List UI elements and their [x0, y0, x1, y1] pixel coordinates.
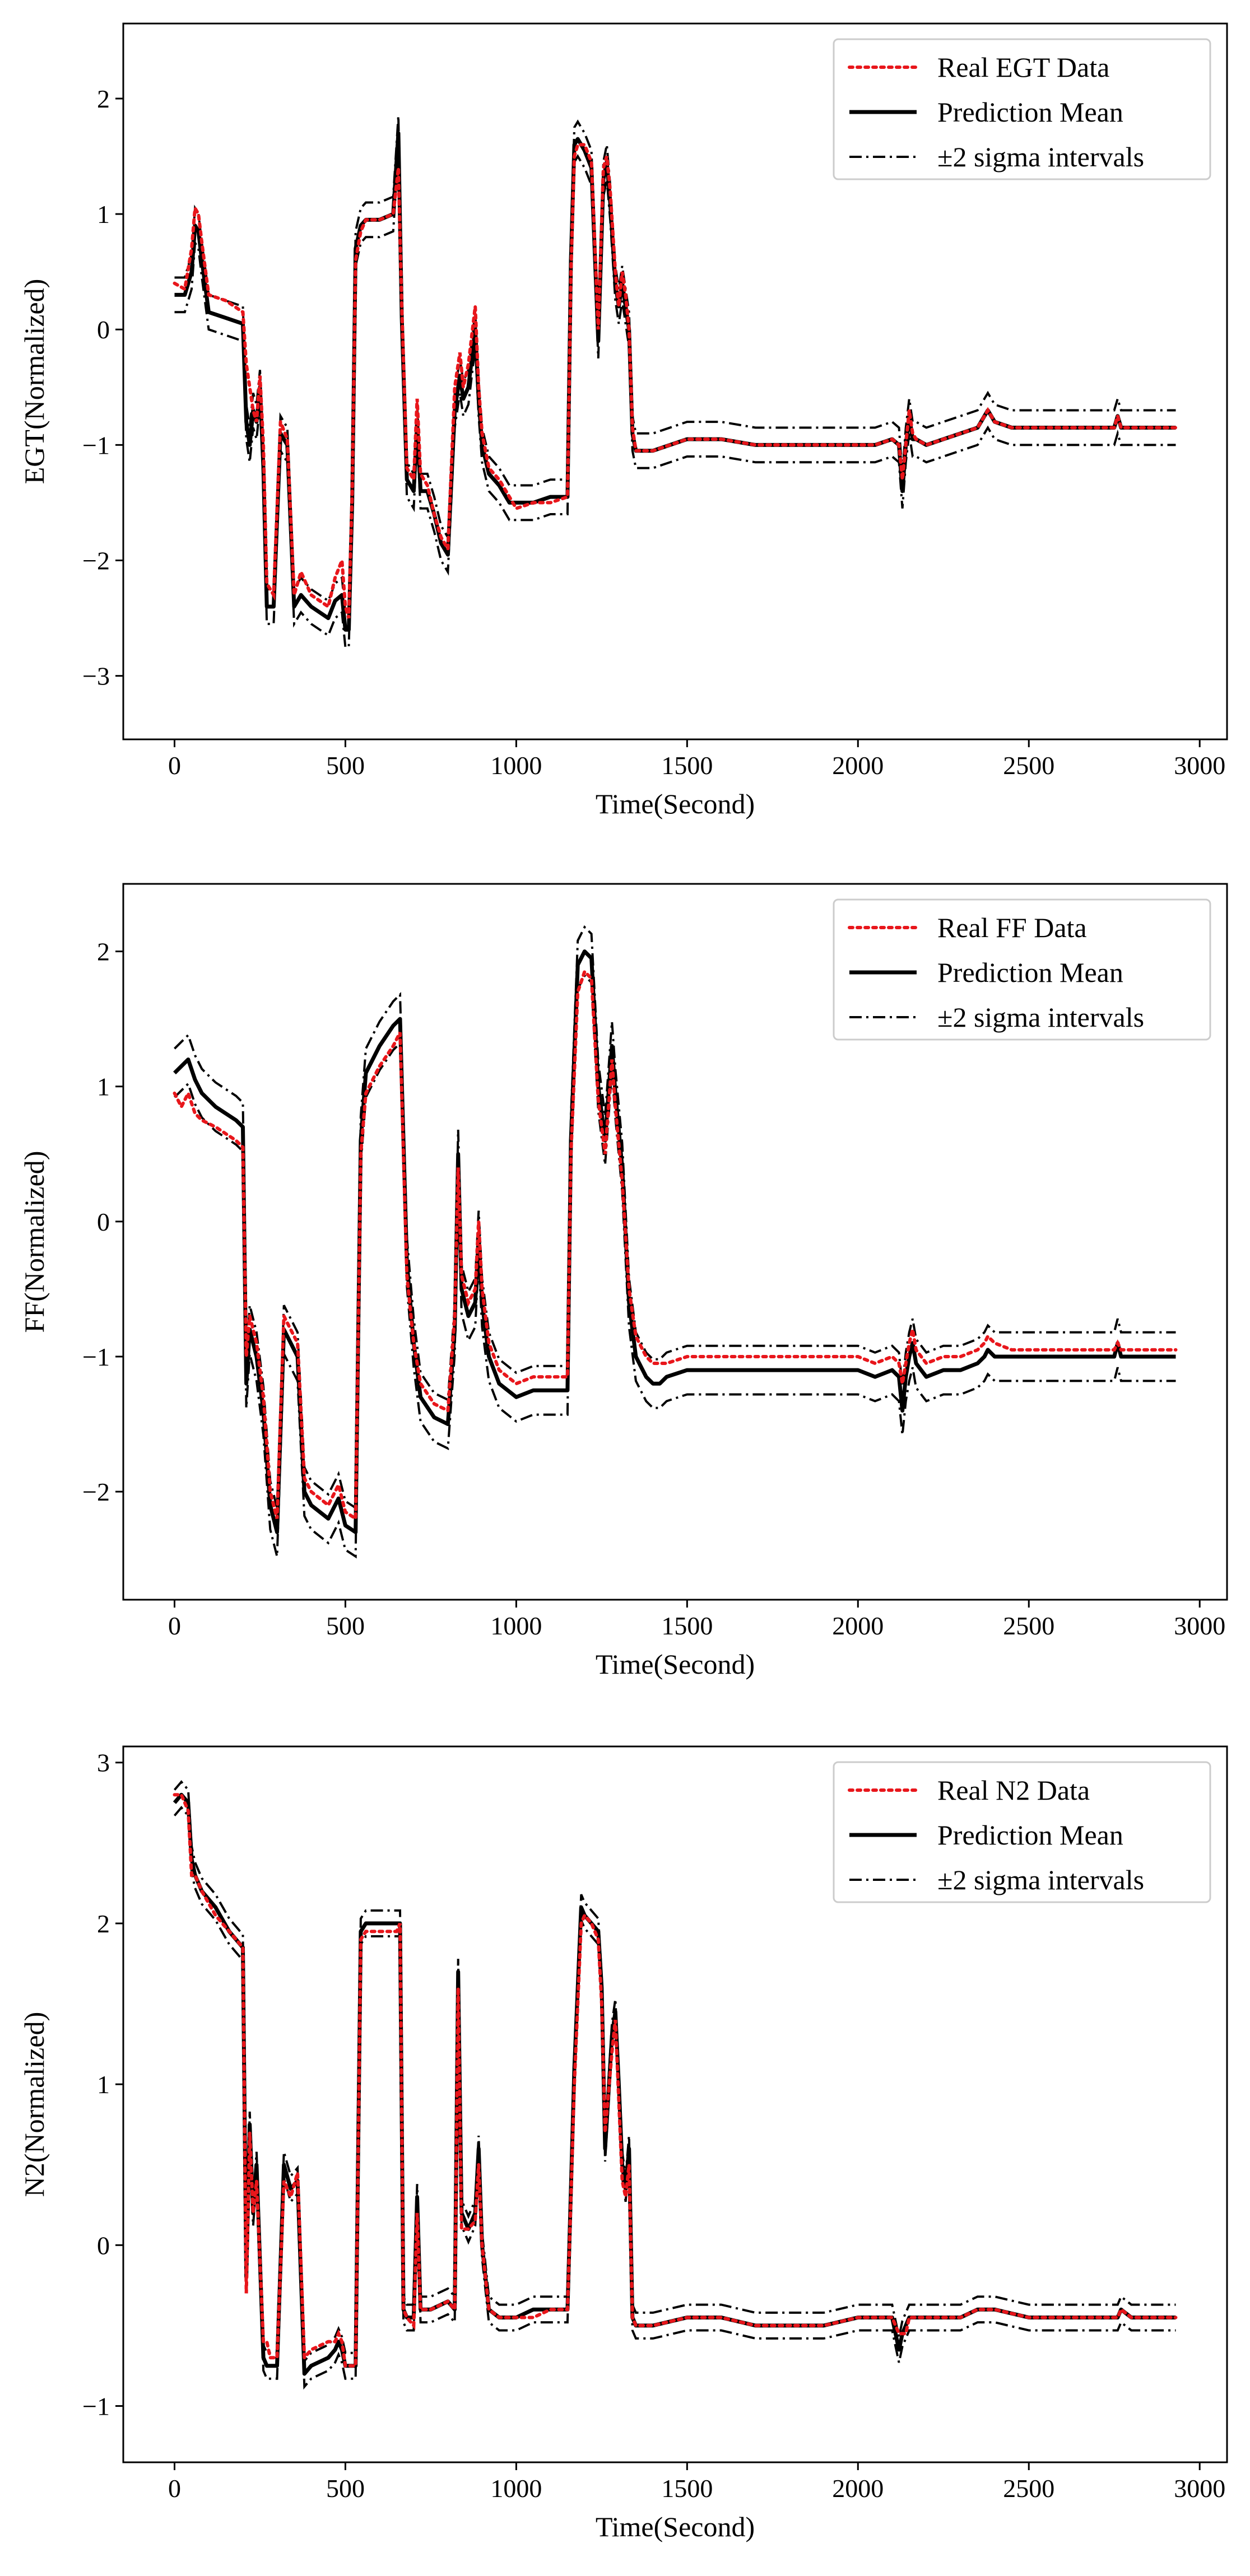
x-tick-label: 500 — [326, 1611, 365, 1640]
legend-label-sigma: ±2 sigma intervals — [937, 1864, 1144, 1895]
x-tick-label: 1000 — [490, 751, 542, 780]
x-tick-label: 0 — [168, 1611, 181, 1640]
x-tick-label: 500 — [326, 751, 365, 780]
legend-box — [833, 898, 1211, 1041]
x-tick-label: 2500 — [1003, 2474, 1054, 2503]
legend-label-mean: Prediction Mean — [937, 96, 1123, 128]
axes-frame — [122, 22, 1228, 740]
plot-area — [173, 925, 1178, 1559]
legend: Real EGT Data Prediction Mean ±2 sigma int… — [833, 38, 1211, 180]
axes-frame — [122, 883, 1228, 1601]
y-axis-label: EGT(Normalized) — [18, 279, 50, 485]
x-tick-label: 2000 — [832, 1611, 884, 1640]
y-tick-label: −2 — [82, 1478, 110, 1506]
prediction-mean-line — [174, 131, 1176, 632]
y-tick-label: −2 — [82, 547, 110, 575]
legend: Real N2 Data Prediction Mean ±2 sigma inte… — [833, 1761, 1211, 1903]
legend-label-real: Real FF Data — [937, 912, 1087, 943]
x-tick-label: 2000 — [832, 751, 884, 780]
y-tick-label: 1 — [97, 1073, 110, 1101]
x-tick-label: 3000 — [1174, 1611, 1225, 1640]
real-data-line — [173, 968, 1178, 1522]
plot-area — [173, 115, 1178, 649]
chart-ff: 0 500 1000 1500 2000 2500 3000 −2 −1 0 1 2 Time(Seco… — [18, 883, 1228, 1680]
legend-label-real: Real EGT Data — [937, 52, 1109, 83]
legend: Real FF Data Prediction Mean ±2 sigma inte… — [833, 898, 1211, 1041]
x-tick-label: 0 — [168, 2474, 181, 2503]
x-axis-label: Time(Second) — [596, 788, 755, 819]
x-tick-label: 1000 — [490, 2474, 542, 2503]
y-tick-label: 2 — [97, 938, 110, 966]
legend-label-real: Real N2 Data — [937, 1774, 1090, 1806]
y-tick-label: 0 — [97, 2231, 110, 2260]
x-tick-label: 500 — [326, 2474, 365, 2503]
y-tick-label: −1 — [82, 1343, 110, 1371]
legend-label-mean: Prediction Mean — [937, 957, 1123, 988]
real-data-line — [173, 1793, 1178, 2368]
x-tick-label: 3000 — [1174, 751, 1225, 780]
x-tick-label: 1500 — [661, 1611, 713, 1640]
lower-sigma-line — [174, 973, 1176, 1559]
x-axis-label: Time(Second) — [596, 2511, 755, 2542]
legend-label-sigma: ±2 sigma intervals — [937, 141, 1144, 173]
y-tick-label: 0 — [97, 1208, 110, 1236]
y-axis-label: FF(Normalized) — [18, 1151, 50, 1333]
legend-box — [833, 1761, 1211, 1903]
plot-area — [173, 1780, 1178, 2390]
y-axis-label: N2(Normalized) — [18, 2012, 50, 2197]
axes-frame — [122, 1745, 1228, 2463]
legend-box — [833, 38, 1211, 180]
real-data-line — [173, 143, 1178, 619]
x-axis-label: Time(Second) — [596, 1648, 755, 1680]
chart-egt: 0 500 1000 1500 2000 2500 3000 −3 −2 −1 0 1 2 Time(Se… — [18, 22, 1228, 819]
y-tick-label: −1 — [82, 2392, 110, 2420]
y-tick-label: 1 — [97, 2070, 110, 2099]
lower-sigma-line — [174, 150, 1176, 649]
upper-sigma-line — [174, 115, 1176, 614]
x-tick-label: 2500 — [1003, 1611, 1054, 1640]
x-tick-label: 3000 — [1174, 2474, 1225, 2503]
y-tick-label: −3 — [82, 662, 110, 691]
y-tick-label: 1 — [97, 200, 110, 229]
x-tick-label: 0 — [168, 751, 181, 780]
x-tick-label: 1500 — [661, 2474, 713, 2503]
chart-n2: 0 500 1000 1500 2000 2500 3000 −1 0 1 2 3 Time(Secon… — [18, 1745, 1228, 2542]
y-tick-label: −1 — [82, 431, 110, 459]
legend-label-sigma: ±2 sigma intervals — [937, 1001, 1144, 1033]
y-tick-label: 2 — [97, 85, 110, 113]
y-tick-label: 2 — [97, 1909, 110, 1938]
y-tick-label: 0 — [97, 315, 110, 344]
x-tick-label: 2000 — [832, 2474, 884, 2503]
x-tick-label: 1000 — [490, 1611, 542, 1640]
y-tick-label: 3 — [97, 1749, 110, 1777]
x-tick-label: 1500 — [661, 751, 713, 780]
x-tick-label: 2500 — [1003, 751, 1054, 780]
legend-label-mean: Prediction Mean — [937, 1819, 1123, 1851]
